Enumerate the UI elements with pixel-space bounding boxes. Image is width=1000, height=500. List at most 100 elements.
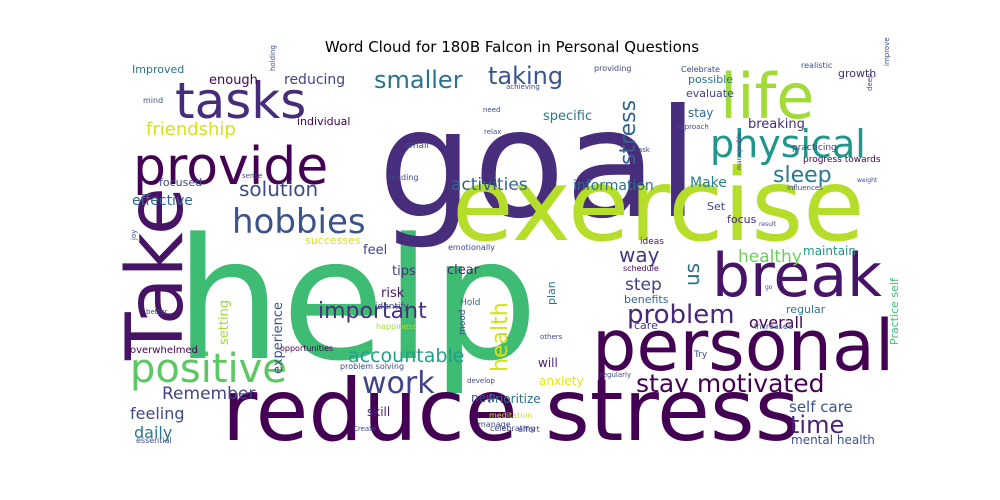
word-feel: feel [363,243,387,258]
word-exercise: exercise [452,147,865,264]
word-holding: holding [269,45,277,71]
word-stay-motivated: stay motivated [636,369,824,398]
word-work: work [362,366,435,401]
word-overwhelmed: overwhelmed [130,345,198,356]
word-mind: mind [143,96,163,105]
word-problem: problem [627,300,735,330]
word-better: better [146,308,168,316]
word-healthy: healthy [738,247,802,267]
word-growth: growth [838,67,876,80]
word-weight: weight [857,177,878,184]
word-solution: solution [239,177,318,201]
word-tasks: tasks [175,72,306,130]
word-sleep: sleep [773,163,832,188]
word-setting: setting [217,300,232,345]
word-break: break [712,241,882,311]
word-celebrate: Celebrate [681,65,720,74]
word-providing: providing [594,64,632,73]
word-new: new [471,391,496,405]
word-effort: effort [518,425,540,434]
word-positive: positive [130,346,287,392]
word-opportunities: opportunities [280,344,333,353]
word-others: others [540,333,563,341]
word-daily: daily [134,423,172,442]
word-manageable: manageable [736,132,743,170]
word-anxiety: anxiety [539,374,584,388]
word-regularly: regularly [600,371,631,379]
word-meditation: meditation [489,411,532,420]
word-plan: plan [545,281,558,305]
word-result: result [759,221,777,228]
word-taking: taking [488,62,563,90]
word-accountable: accountable [348,345,464,367]
word-practice-self: Practice self [888,277,901,345]
word-physical: physical [710,122,866,166]
word-realistic: realistic [801,61,832,70]
word-remember: Remember [162,384,255,404]
word-life: life [720,60,814,133]
word-personal: personal [592,305,894,387]
word-reduce-stress: reduce stress [222,361,800,461]
word-focus: focus [727,213,757,226]
word-practicing: practicing [792,143,837,153]
word-health: health [488,302,513,372]
word-try: Try [693,350,708,360]
word-step: step [625,275,662,295]
word-mental-health: mental health [791,433,875,447]
word-leading: leading [389,173,419,182]
word-schedule: schedule [623,264,659,273]
word-important: important [318,299,427,324]
word-specific: specific [543,109,592,124]
word-ideas: ideas [640,237,664,247]
word-self-care: self care [789,398,853,416]
word-effective: effective [132,193,193,209]
word-us: us [680,263,704,286]
word-focused: focused [159,176,202,189]
word-make: Make [690,175,727,191]
word-feeling: feeling [130,404,185,423]
word-evaluate: evaluate [686,87,734,100]
word-happiness: happiness [376,322,417,331]
word-possible: possible [688,73,733,86]
word-joy: joy [130,230,138,241]
word-way: way [619,243,660,267]
word-influences: influences [787,184,823,192]
word-deep: deep [866,73,874,91]
word-improved: Improved [132,63,184,76]
word-go: go [765,284,773,291]
word-stress: stress [616,100,641,165]
word-goal: goal [378,78,699,252]
word-cloud-area [130,61,892,443]
word-benefits: benefits [624,293,669,306]
word-stay: stay [688,106,713,120]
word-time: time [790,411,844,439]
word-mood: mood [458,310,468,336]
word-overall: overall [749,313,803,332]
word-small: small [405,141,429,151]
word-tips: tips [392,264,416,279]
word-progress-towards: progress towards [803,155,881,165]
word-friendship: friendship [146,119,236,140]
word-increased: Increased [754,322,793,331]
word-create: Create [353,425,376,433]
word-prioritize: Prioritize [488,392,541,406]
word-information: information [573,178,654,194]
word-skill: skill [367,405,390,419]
word-smaller: smaller [374,66,463,94]
word-achieving: achieving [506,83,540,91]
word-care: care [634,319,658,332]
word-emotionally: emotionally [448,243,495,252]
word-help: help [175,202,538,398]
word-activities: activities [451,175,528,195]
word-approach: approach [676,123,709,131]
word-set: Set [707,200,726,213]
word-identify: identify [375,302,409,312]
word-enough: enough [209,73,258,88]
word-celebrating: celebrating [490,424,535,433]
word-need: need [483,106,501,114]
word-sense: sense [242,172,262,180]
word-will: will [538,356,558,370]
word-reducing: reducing [284,72,345,88]
